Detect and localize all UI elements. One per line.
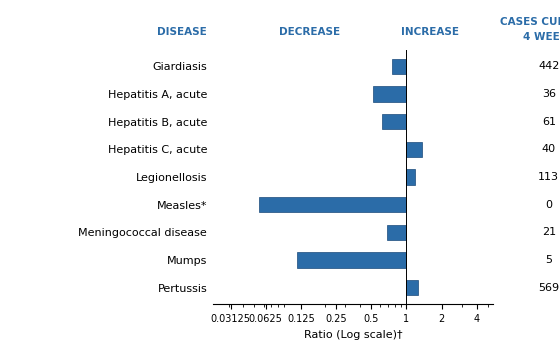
X-axis label: Ratio (Log scale)†: Ratio (Log scale)† [304,330,402,340]
Text: 0: 0 [545,200,552,210]
Bar [387,225,407,240]
Text: DISEASE: DISEASE [157,27,207,37]
Text: 442: 442 [538,61,559,71]
Text: INCREASE: INCREASE [400,27,459,37]
Text: CASES CURRENT: CASES CURRENT [501,17,560,27]
Bar [259,197,407,212]
Bar [407,142,422,157]
Bar [373,86,407,102]
Bar [382,114,407,129]
Text: 113: 113 [538,172,559,182]
Bar [393,58,407,74]
Bar [407,280,418,296]
Text: 21: 21 [542,227,556,238]
Bar [297,252,407,268]
Text: 5: 5 [545,255,552,265]
Text: DECREASE: DECREASE [279,27,340,37]
Text: 36: 36 [542,89,556,99]
Bar [407,169,415,185]
Text: 4 WEEKS: 4 WEEKS [522,33,560,42]
Text: 61: 61 [542,116,556,127]
Text: 40: 40 [542,144,556,154]
Text: 569: 569 [538,283,559,293]
